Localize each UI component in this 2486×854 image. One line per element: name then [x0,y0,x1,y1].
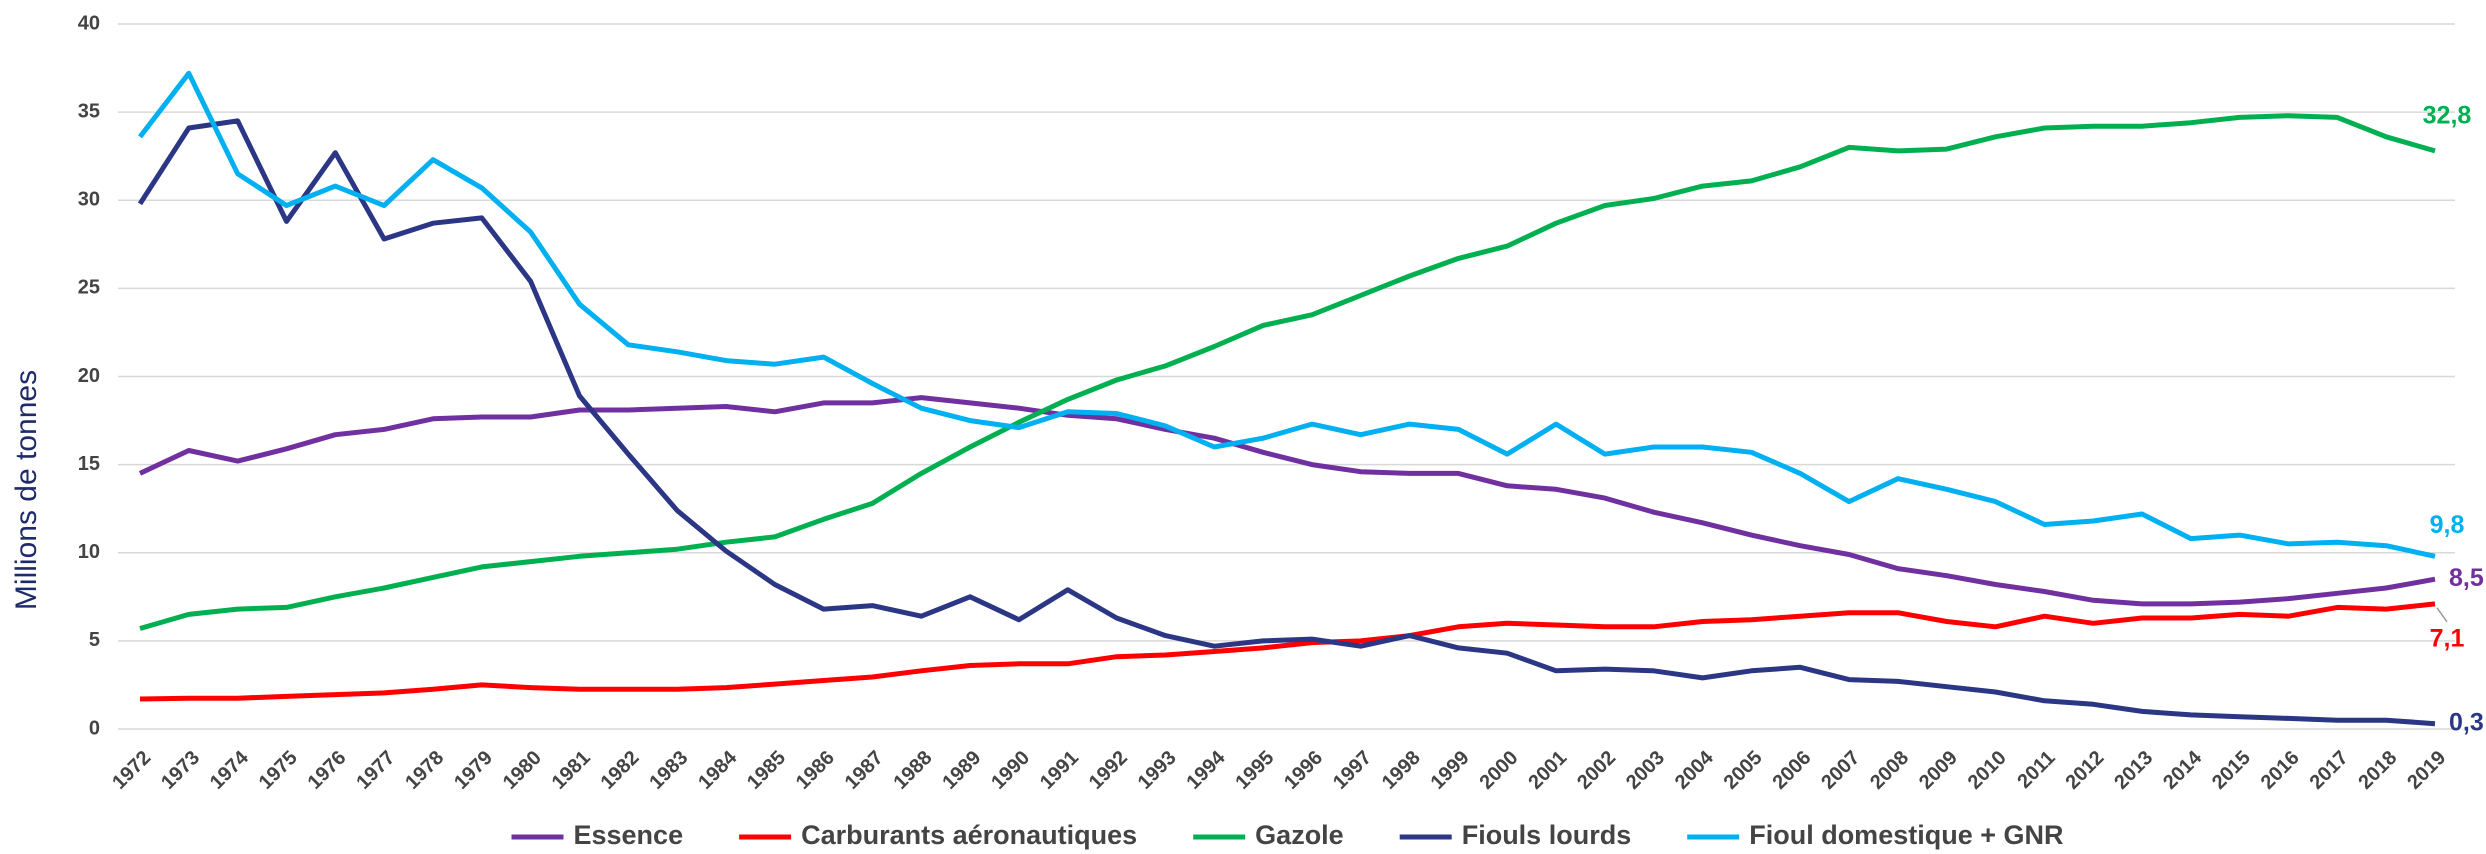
x-tick-label: 2016 [2257,747,2304,794]
x-tick-label: 2010 [1964,747,2011,794]
y-tick-label: 15 [78,453,100,475]
x-tick-label: 1977 [352,747,399,794]
legend-label: Carburants aéronautiques [801,820,1137,850]
x-tick-label: 1998 [1378,747,1425,794]
y-tick-label: 20 [78,365,100,387]
x-tick-label: 2004 [1671,746,1719,794]
x-tick-label: 2011 [2013,747,2059,793]
end-label: 32,8 [2423,102,2472,130]
x-tick-label: 2013 [2110,747,2157,794]
series-line [138,70,2436,559]
legend-label: Fioul domestique + GNR [1749,820,2063,850]
x-tick-label: 1982 [597,747,644,794]
y-tick-label: 25 [78,277,100,299]
legend-label: Fiouls lourds [1462,820,1632,850]
x-tick-label: 1987 [841,747,888,794]
x-tick-label: 1972 [108,747,155,794]
x-tick-label: 2015 [2208,747,2255,794]
y-axis-label: Millions de tonnes [10,370,43,610]
x-tick-label: 1978 [401,747,448,794]
y-tick-label: 5 [89,629,100,651]
x-tick-label: 2005 [1720,747,1767,794]
y-tick-label: 30 [78,189,100,211]
x-tick-label: 1974 [206,746,254,794]
end-label: 7,1 [2430,624,2465,652]
series-line [138,395,2436,607]
x-tick-label: 1973 [157,747,204,794]
x-tick-label: 2001 [1524,747,1571,794]
x-tick-label: 2008 [1866,747,1913,794]
y-tick-label: 10 [78,541,100,563]
leader-line [2436,607,2448,623]
x-tick-label: 1976 [304,747,351,794]
x-tick-label: 1992 [1085,747,1132,794]
x-tick-label: 1994 [1183,746,1231,794]
x-tick-label: 2009 [1915,747,1962,794]
x-tick-label: 1997 [1329,747,1376,794]
x-tick-label: 1983 [645,747,692,794]
x-tick-label: 2002 [1573,747,1620,794]
x-tick-label: 1975 [255,747,302,794]
x-tick-label: 1984 [694,746,742,794]
x-tick-label: 1995 [1231,747,1278,794]
legend-label: Gazole [1255,820,1344,850]
x-tick-label: 2014 [2159,746,2207,794]
x-tick-label: 1996 [1280,747,1327,794]
legend-label: Essence [574,820,684,850]
y-tick-label: 40 [78,12,100,34]
x-tick-label: 1999 [1427,747,1474,794]
x-tick-label: 1985 [743,747,790,794]
x-tick-label: 2007 [1817,747,1864,794]
x-tick-label: 2018 [2354,747,2401,794]
x-tick-label: 1988 [890,747,937,794]
series-line [139,113,2436,631]
x-tick-label: 1980 [499,747,546,794]
x-tick-label: 1990 [987,747,1034,794]
x-tick-label: 1993 [1134,747,1181,794]
x-tick-label: 1979 [450,747,497,794]
x-tick-label: 2000 [1475,747,1522,794]
y-tick-label: 35 [78,100,100,122]
x-tick-label: 1986 [792,747,839,794]
x-tick-label: 1989 [938,747,985,794]
end-label: 8,5 [2449,564,2484,592]
x-tick-label: 2012 [2061,747,2108,794]
x-tick-label: 2019 [2403,747,2450,794]
series-line [137,118,2436,727]
series-line [139,601,2436,702]
x-tick-label: 2017 [2306,747,2353,794]
x-tick-label: 1991 [1036,747,1083,794]
x-tick-label: 1981 [548,747,595,794]
x-tick-label: 2003 [1622,747,1669,794]
y-tick-label: 0 [89,717,100,739]
x-tick-label: 2006 [1768,747,1815,794]
end-label: 9,8 [2430,511,2465,539]
end-label: 0,3 [2449,708,2484,736]
